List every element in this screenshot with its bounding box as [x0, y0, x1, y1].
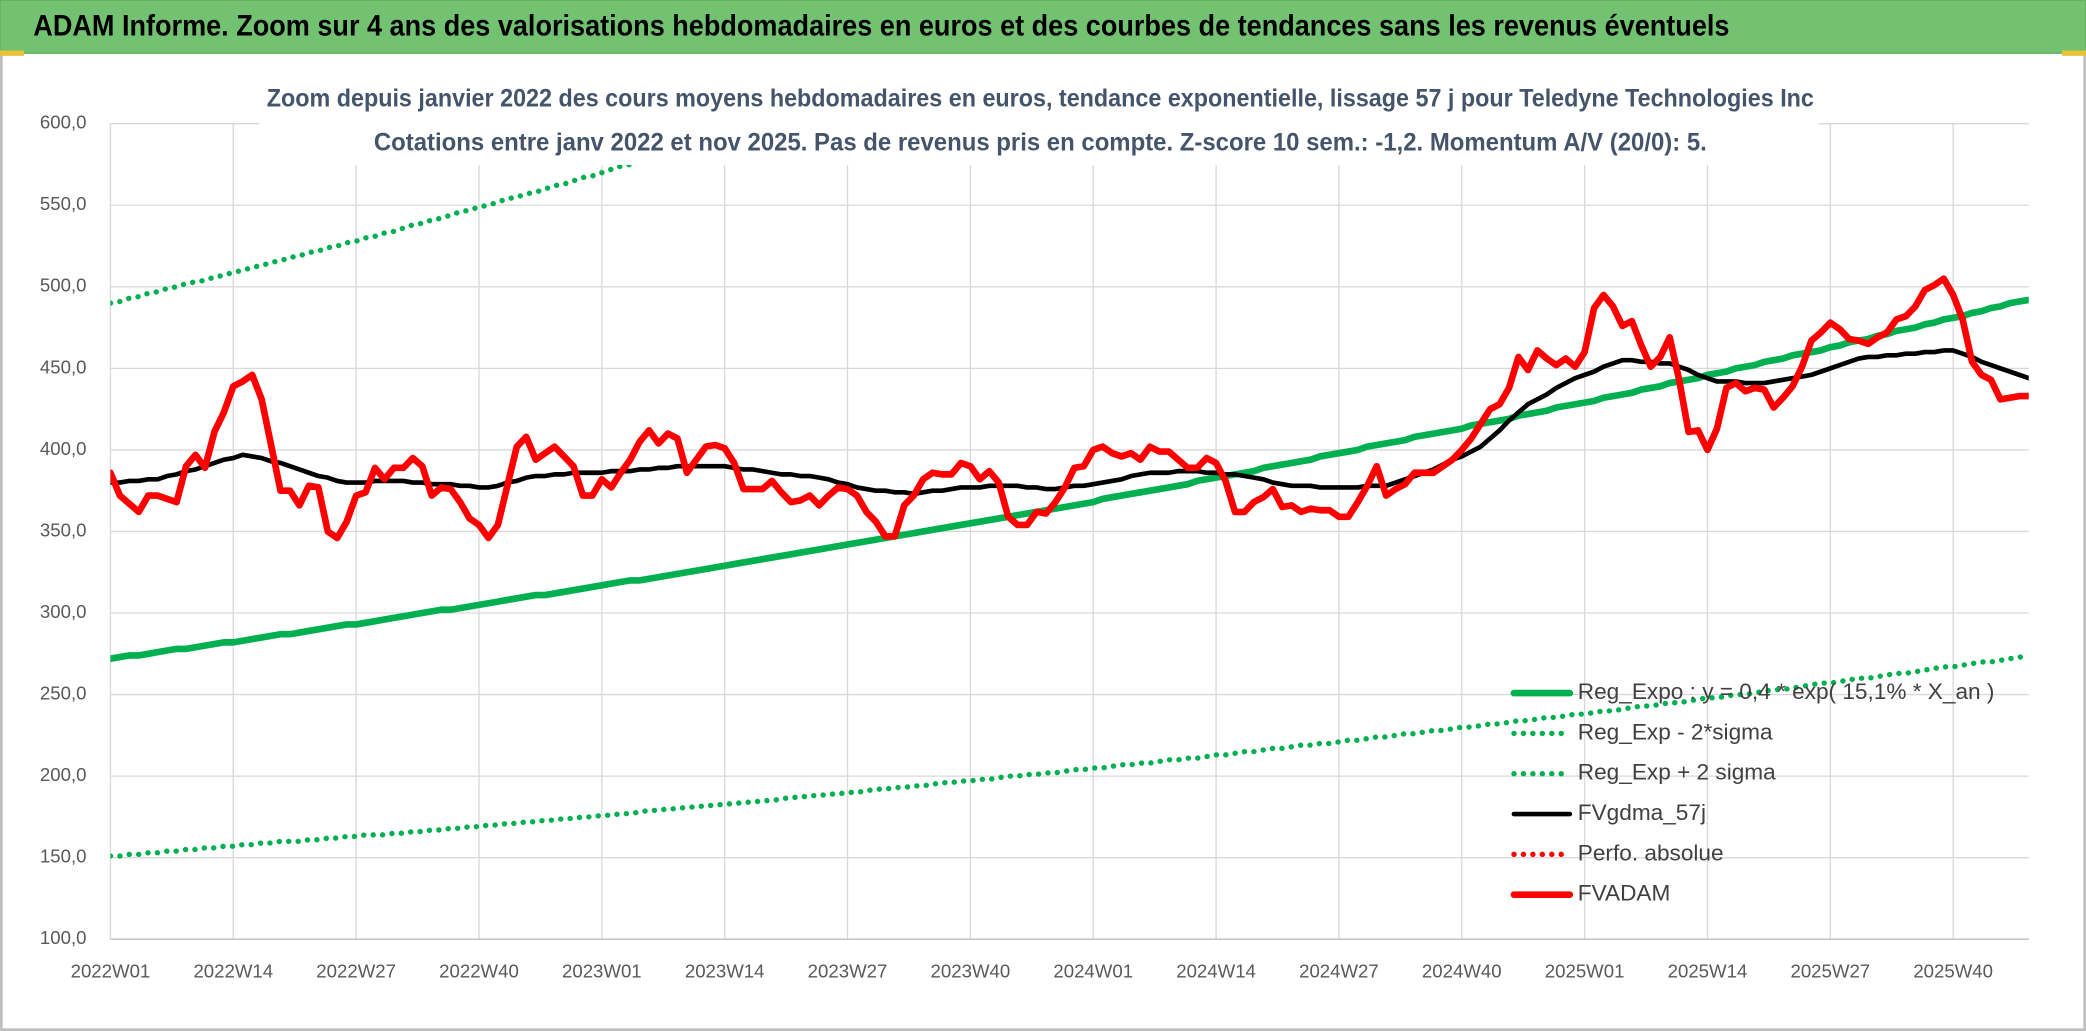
- series-line: [110, 275, 2029, 542]
- x-tick-label: 2025W01: [1545, 960, 1625, 981]
- banner-accent: [2062, 50, 2086, 56]
- x-tick-label: 2023W40: [931, 960, 1011, 981]
- y-tick-label: 300,0: [40, 601, 87, 622]
- grid: 100,0 150,0 200,0 250,0 300,0 350,0 400,0 450,0…: [40, 112, 2029, 981]
- legend: Reg_Expo : y = 0,4 * exp( 15,1% * X_an )…: [1510, 679, 1995, 906]
- y-tick-label: 200,0: [40, 764, 87, 785]
- banner-accent: [0, 50, 24, 56]
- legend-label: Reg_Exp - 2*sigma: [1578, 719, 1773, 744]
- series-line: [110, 123, 776, 306]
- y-tick-label: 150,0: [40, 846, 87, 867]
- y-tick-label: 450,0: [40, 356, 87, 377]
- banner: [0, 0, 2086, 54]
- x-tick-label: 2024W27: [1299, 960, 1379, 981]
- legend-label: Reg_Expo : y = 0,4 * exp( 15,1% * X_an ): [1578, 679, 1995, 704]
- x-tick-label: 2025W14: [1668, 960, 1748, 981]
- legend-label: Reg_Exp + 2 sigma: [1578, 760, 1776, 785]
- y-tick-label: 600,0: [40, 112, 87, 133]
- x-tick-label: 2024W01: [1053, 960, 1133, 981]
- y-tick-label: 250,0: [40, 682, 87, 703]
- x-tick-label: 2023W01: [562, 960, 642, 981]
- x-tick-label: 2022W14: [193, 960, 273, 981]
- x-tick-label: 2022W01: [71, 960, 151, 981]
- legend-label: FVADAM: [1578, 881, 1671, 906]
- x-tick-label: 2024W40: [1422, 960, 1502, 981]
- x-tick-label: 2023W27: [808, 960, 888, 981]
- x-tick-label: 2025W27: [1790, 960, 1870, 981]
- y-tick-label: 550,0: [40, 193, 87, 214]
- series-line: [110, 296, 2029, 663]
- y-tick-label: 100,0: [40, 927, 87, 948]
- subtitle: Cotations entre janv 2022 et nov 2025. P…: [374, 128, 1707, 156]
- x-tick-label: 2024W14: [1176, 960, 1256, 981]
- x-tick-label: 2022W40: [439, 960, 519, 981]
- subtitle-box: [259, 77, 1819, 165]
- x-tick-label: 2025W40: [1913, 960, 1993, 981]
- x-tick-label: 2023W14: [685, 960, 765, 981]
- legend-label: Perfo. absolue: [1578, 840, 1724, 865]
- plot: [110, 123, 2029, 859]
- series-line: [110, 654, 2029, 859]
- y-tick-label: 500,0: [40, 275, 87, 296]
- subtitle: Zoom depuis janvier 2022 des cours moyen…: [267, 84, 1814, 112]
- x-tick-label: 2022W27: [316, 960, 396, 981]
- y-tick-label: 400,0: [40, 438, 87, 459]
- y-tick-label: 350,0: [40, 519, 87, 540]
- legend-label: FVgdma_57j: [1578, 800, 1706, 825]
- banner-title: ADAM Informe. Zoom sur 4 ans des valoris…: [33, 11, 1729, 43]
